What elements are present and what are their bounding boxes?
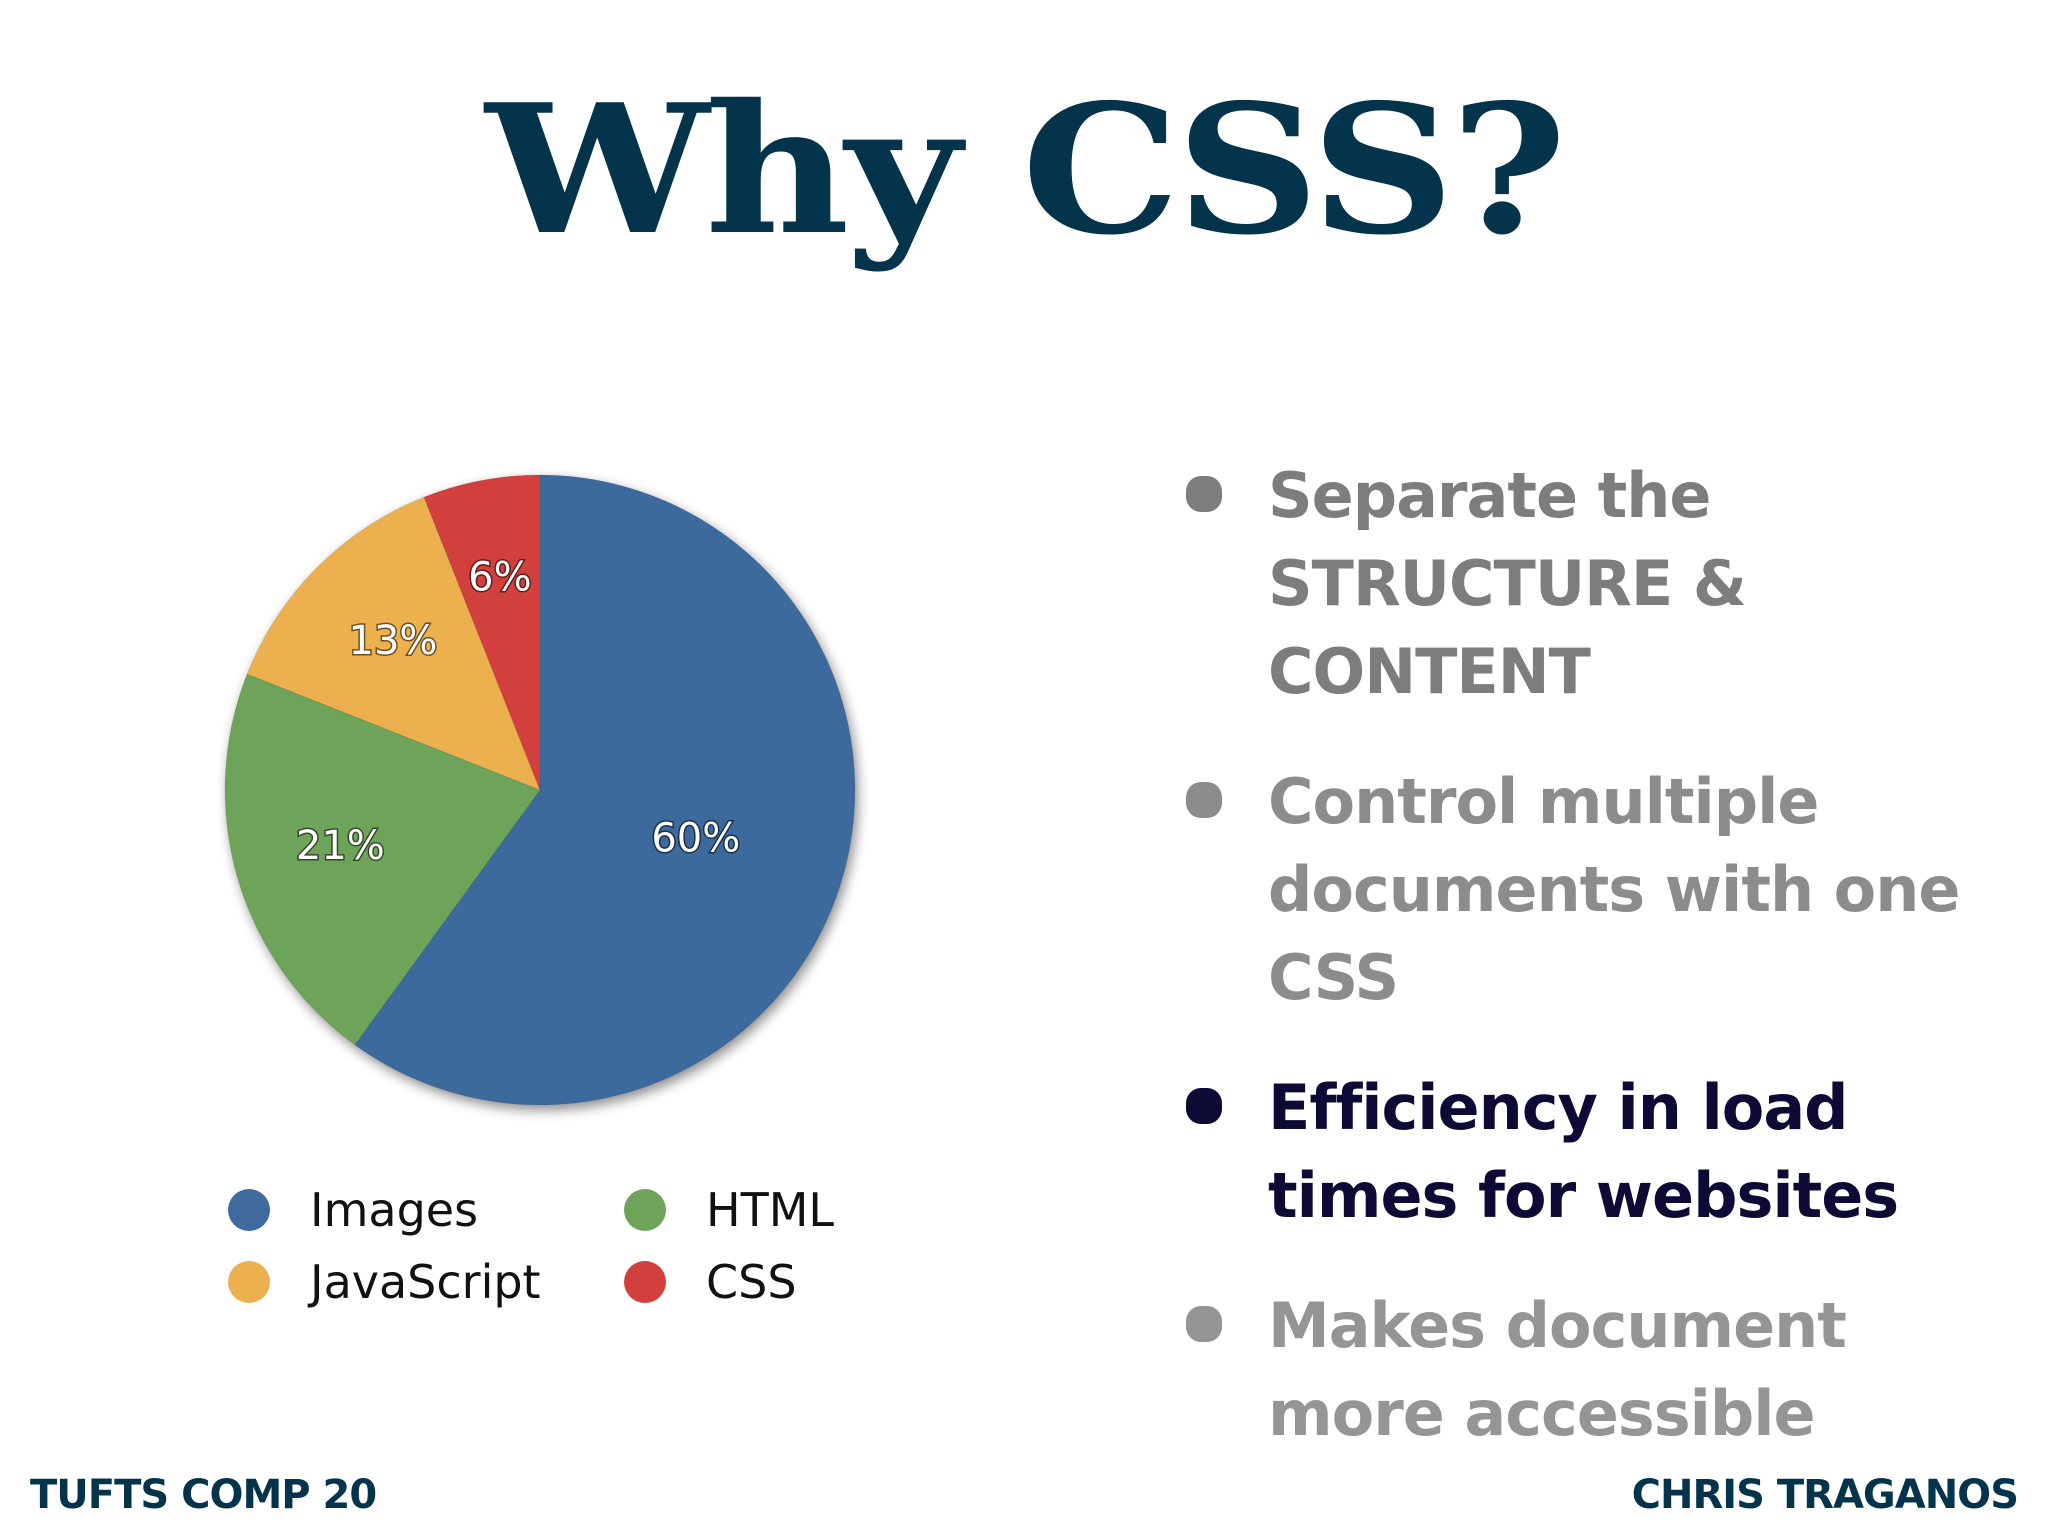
- legend-swatch-javascript: [228, 1261, 270, 1303]
- pie-slice-javascript: [246, 496, 541, 791]
- pie-label-css: 6%: [468, 555, 531, 601]
- legend-swatch-css: [624, 1261, 666, 1303]
- bullet-item-efficiency: Efficiency in load times for websites: [1180, 1064, 2020, 1240]
- bullet-marker-icon: [1186, 476, 1222, 512]
- pie-slice-html: [224, 673, 541, 1046]
- bullet-marker-icon: [1186, 1088, 1222, 1124]
- bullet-text: Separate the STRUCTURE & CONTENT: [1268, 459, 1747, 708]
- bullet-item-structure-content: Separate the STRUCTURE & CONTENT: [1180, 452, 2020, 716]
- legend-swatch-html: [624, 1189, 666, 1231]
- legend-label-javascript: JavaScript: [310, 1255, 541, 1309]
- legend-item-css: CSS: [624, 1252, 797, 1312]
- footer-author: CHRIS TRAGANOS: [1631, 1472, 2019, 1518]
- legend-label-html: HTML: [706, 1183, 835, 1237]
- bullet-item-accessible: Makes document more accessible: [1180, 1282, 2020, 1458]
- pie-label-javascript: 13%: [349, 618, 438, 664]
- legend-swatch-images: [228, 1189, 270, 1231]
- chart-legend: Images HTML JavaScript CSS: [228, 1180, 878, 1340]
- bullet-list: Separate the STRUCTURE & CONTENT Control…: [1180, 452, 2020, 1500]
- bullet-text: Efficiency in load times for websites: [1268, 1071, 1899, 1232]
- footer-course: TUFTS COMP 20: [30, 1472, 377, 1518]
- pie-label-images: 60%: [651, 816, 740, 862]
- pie-slices: [224, 474, 856, 1106]
- legend-item-html: HTML: [624, 1180, 834, 1240]
- pie-labels: 60% 21% 13% 6%: [294, 553, 741, 870]
- bullet-item-multiple-documents: Control multiple documents with one CSS: [1180, 758, 2020, 1022]
- pie-slice-css: [423, 474, 541, 791]
- bullet-text: Control multiple documents with one CSS: [1268, 765, 1960, 1014]
- pie-label-html: 21%: [296, 823, 385, 869]
- pie-chart: 60% 21% 13% 6%: [224, 474, 856, 1106]
- legend-label-css: CSS: [706, 1255, 797, 1309]
- bullet-text: Makes document more accessible: [1268, 1289, 1847, 1450]
- bullet-marker-icon: [1186, 782, 1222, 818]
- slide-title: Why CSS?: [485, 65, 1567, 274]
- bullet-marker-icon: [1186, 1306, 1222, 1342]
- legend-label-images: Images: [310, 1183, 479, 1237]
- pie-slice-images: [354, 474, 856, 1106]
- legend-item-images: Images: [228, 1180, 478, 1240]
- legend-item-javascript: JavaScript: [228, 1252, 541, 1312]
